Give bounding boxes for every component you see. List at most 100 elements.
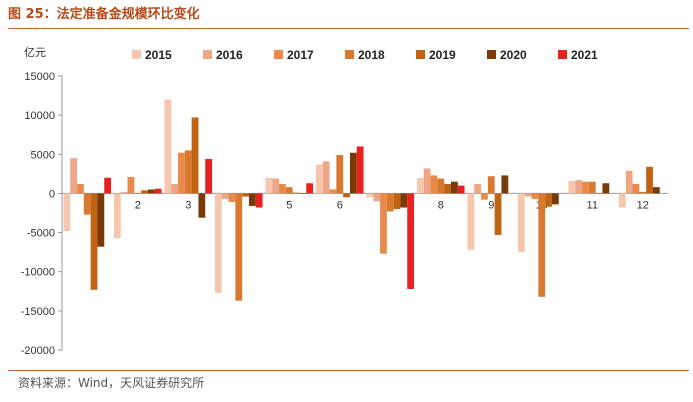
bar-2015-month-7	[366, 193, 374, 198]
bar-2016-month-9	[474, 184, 482, 194]
bar-2018-month-7	[386, 193, 394, 212]
bar-2017-month-4	[228, 193, 236, 203]
bar-2019-month-1	[90, 193, 98, 290]
bar-2019-month-8	[444, 184, 451, 194]
legend-swatch-2018	[345, 50, 354, 59]
bar-2020-month-10	[551, 193, 559, 205]
bar-2021-month-4	[255, 193, 263, 208]
x-tick-label: 11	[587, 199, 598, 211]
bar-2019-month-7	[393, 193, 401, 210]
x-tick-label: 8	[438, 199, 444, 211]
y-unit-label: 亿元	[24, 46, 46, 59]
bar-2017-month-3	[178, 152, 185, 194]
bar-2017-month-9	[481, 193, 488, 200]
bar-2016-month-4	[221, 193, 229, 199]
chart-axes: 亿元 15000 10000 5000 0 -5000 -10000 -15000 -20000…	[21, 46, 668, 357]
bar-2018-month-1	[83, 193, 91, 215]
bar-2019-month-6	[343, 193, 350, 198]
bar-2017-month-11	[582, 181, 589, 194]
bar-2015-month-6	[315, 164, 323, 194]
y-tick-label: 5000	[31, 149, 55, 161]
bar-2020-month-5	[299, 193, 307, 194]
bar-2016-month-8	[423, 168, 431, 194]
bar-2021-month-3	[205, 158, 213, 194]
bar-2020-month-4	[248, 193, 256, 206]
legend-swatch-2016	[203, 50, 212, 59]
bar-2018-month-9	[487, 176, 495, 194]
bar-2016-month-1	[70, 158, 78, 194]
bar-2019-month-5	[292, 192, 300, 194]
bar-2020-month-3	[198, 193, 206, 218]
chart-title: 图 25：法定准备金规模环比变化	[8, 7, 200, 22]
bar-chart: 亿元 15000 10000 5000 0 -5000 -10000 -15000 -20000…	[21, 46, 668, 357]
bar-2015-month-12	[618, 193, 626, 208]
bar-2019-month-9	[494, 193, 502, 235]
bar-2021-month-1	[104, 177, 112, 194]
legend-label-2015: 2015	[145, 48, 172, 62]
bar-2018-month-12	[639, 191, 647, 194]
bar-2018-month-2	[134, 193, 142, 194]
bar-2018-month-6	[336, 155, 344, 194]
bar-2017-month-5	[279, 184, 286, 194]
bar-2018-month-3	[184, 150, 192, 194]
bar-2016-month-11	[575, 180, 583, 194]
bar-2019-month-4	[242, 193, 249, 197]
bar-2015-month-10	[517, 193, 525, 253]
bar-2020-month-8	[450, 181, 458, 194]
y-tick-label: -10000	[21, 267, 55, 279]
footer-divider	[8, 370, 689, 371]
y-tick-label: 15000	[24, 71, 55, 83]
x-tick-label: 3	[185, 199, 191, 211]
bar-2019-month-10	[545, 193, 552, 207]
bar-2015-month-8	[416, 177, 424, 194]
x-tick-label: 12	[637, 199, 649, 211]
bar-2017-month-7	[380, 193, 387, 254]
bar-2020-month-1	[97, 193, 105, 247]
title-divider	[8, 28, 689, 29]
bar-2019-month-2	[141, 190, 148, 194]
bar-2016-month-2	[120, 191, 128, 194]
bar-2016-month-5	[272, 178, 280, 194]
bar-2016-month-12	[625, 170, 633, 194]
bar-2019-month-11	[595, 193, 603, 194]
bar-2020-month-9	[501, 175, 509, 194]
bar-2015-month-2	[113, 193, 121, 239]
bar-2017-month-12	[632, 184, 640, 194]
bar-2017-month-2	[127, 176, 135, 194]
legend-swatch-2015	[132, 50, 141, 59]
legend-swatch-2017	[274, 50, 283, 59]
bar-2015-month-3	[164, 99, 172, 194]
bar-2021-month-5	[306, 183, 314, 194]
bar-2019-month-3	[191, 117, 199, 194]
y-tick-label: 10000	[24, 110, 55, 122]
bar-2015-month-11	[568, 180, 576, 194]
bar-2016-month-10	[524, 193, 532, 197]
bar-2019-month-12	[646, 166, 653, 194]
legend-swatch-2021	[558, 50, 567, 59]
bar-2020-month-7	[400, 193, 408, 208]
bar-2015-month-1	[63, 193, 71, 232]
bar-2016-month-3	[171, 184, 179, 194]
legend-swatch-2020	[487, 50, 496, 59]
bar-2021-month-7	[407, 193, 415, 289]
bar-2021-month-2	[154, 188, 162, 194]
legend-label-2016: 2016	[216, 48, 243, 62]
bar-2020-month-2	[147, 189, 155, 194]
bar-2018-month-11	[588, 181, 596, 194]
legend-label-2021: 2021	[571, 48, 598, 62]
bar-2015-month-5	[265, 177, 273, 194]
x-tick-label: 6	[337, 199, 343, 211]
bar-2018-month-10	[538, 193, 546, 297]
y-tick-label: -15000	[21, 306, 55, 318]
bar-2015-month-4	[214, 193, 222, 293]
y-tick-label: -5000	[27, 228, 55, 240]
bar-2016-month-6	[322, 161, 330, 194]
bar-2017-month-6	[329, 189, 337, 194]
bar-2021-month-6	[356, 146, 364, 194]
bar-2018-month-5	[285, 187, 293, 194]
legend-label-2018: 2018	[358, 48, 385, 62]
bar-2015-month-9	[467, 193, 475, 250]
y-tick-label: -20000	[21, 345, 55, 357]
chart-bars	[63, 99, 660, 301]
legend-label-2019: 2019	[429, 48, 456, 62]
